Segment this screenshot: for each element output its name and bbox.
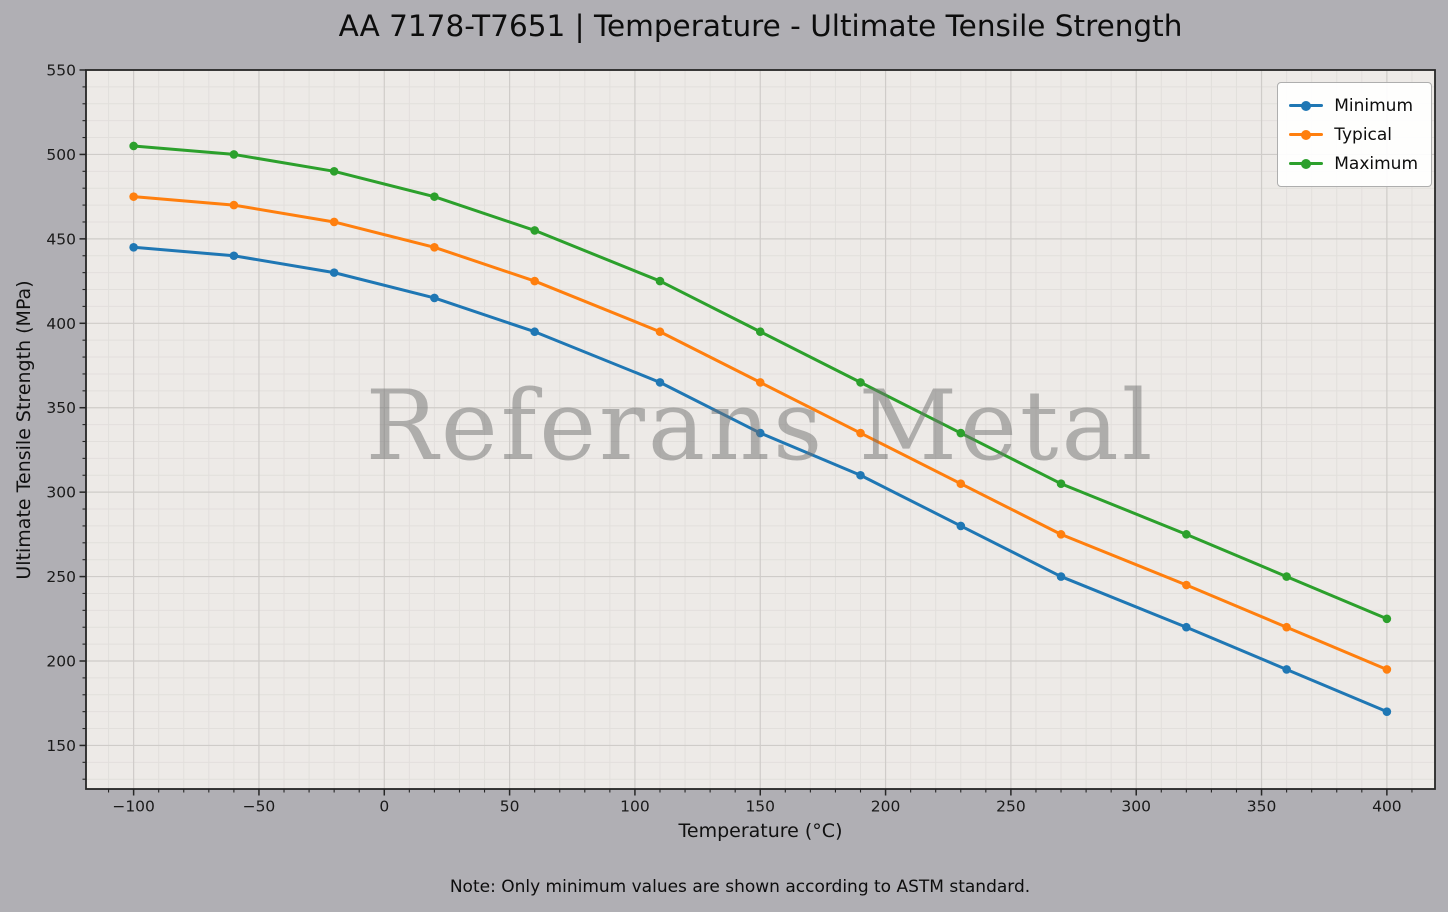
data-point-maximum [755, 327, 765, 337]
legend-label-maximum: Maximum [1334, 153, 1418, 174]
data-point-maximum [1282, 572, 1291, 581]
legend-marker-maximum [1301, 158, 1312, 169]
y-tick-label: 250 [46, 568, 76, 586]
x-tick-label: 50 [500, 798, 520, 816]
data-point-maximum [1182, 530, 1191, 539]
data-point-minimum [129, 243, 138, 252]
data-point-minimum [1182, 622, 1191, 632]
data-point-typical [1282, 622, 1291, 632]
data-point-typical [856, 428, 865, 438]
legend-label-minimum: Minimum [1334, 95, 1414, 116]
data-point-typical [655, 327, 665, 337]
data-point-typical [1056, 530, 1066, 539]
data-point-typical [530, 276, 539, 286]
data-point-maximum [229, 150, 239, 159]
footnote: Note: Only minimum values are shown acco… [449, 877, 1031, 897]
legend-label-typical: Typical [1334, 124, 1393, 145]
data-point-maximum [530, 226, 539, 235]
x-axis-label: Temperature (°C) [678, 820, 843, 842]
x-tick-label: 250 [996, 798, 1026, 816]
y-tick-label: 350 [46, 399, 76, 417]
y-tick-label: 150 [46, 737, 76, 755]
y-tick-label: 550 [46, 62, 76, 80]
data-point-minimum [329, 268, 339, 277]
data-point-minimum [856, 470, 865, 480]
x-tick-label: 100 [620, 798, 650, 816]
data-point-maximum [856, 378, 865, 387]
data-point-minimum [1382, 707, 1392, 716]
legend-line-sample-typical [1289, 129, 1324, 140]
data-point-typical [430, 243, 439, 252]
x-tick-label: 350 [1247, 798, 1277, 816]
data-point-maximum [655, 276, 665, 286]
data-point-maximum [430, 192, 439, 201]
data-point-minimum [956, 521, 966, 531]
data-point-typical [1182, 580, 1191, 590]
legend-marker-minimum [1301, 100, 1312, 111]
y-tick-label: 200 [46, 653, 76, 671]
data-point-minimum [1056, 572, 1066, 581]
data-point-maximum [1056, 479, 1066, 489]
data-point-minimum [1282, 665, 1291, 674]
x-tick-label: 200 [871, 798, 901, 816]
x-tick-label: −100 [112, 798, 155, 816]
x-tick-label: 0 [379, 798, 389, 816]
data-point-typical [129, 192, 138, 201]
y-tick-label: 400 [46, 315, 76, 333]
legend-marker-typical [1301, 129, 1312, 140]
data-point-maximum [129, 141, 138, 151]
x-tick-label: 300 [1121, 798, 1151, 816]
data-point-maximum [329, 167, 339, 176]
legend-item-maximum: Maximum [1289, 149, 1418, 178]
x-tick-label: 400 [1372, 798, 1402, 816]
data-point-minimum [655, 378, 665, 387]
data-point-typical [329, 217, 339, 227]
y-tick-label: 450 [46, 230, 76, 248]
data-point-typical [229, 200, 239, 210]
x-tick-label: 150 [745, 798, 775, 816]
data-point-typical [956, 479, 966, 489]
data-point-minimum [229, 251, 239, 261]
data-point-maximum [956, 428, 966, 438]
data-point-typical [1382, 665, 1392, 674]
data-point-minimum [430, 293, 439, 303]
data-point-minimum [755, 428, 765, 438]
y-tick-label: 300 [46, 484, 76, 502]
legend-item-minimum: Minimum [1289, 91, 1418, 120]
data-point-maximum [1382, 614, 1392, 624]
data-point-typical [755, 378, 765, 387]
chart-title: AA 7178-T7651 | Temperature - Ultimate T… [338, 9, 1183, 43]
x-tick-label: −50 [243, 798, 276, 816]
y-tick-label: 500 [46, 146, 76, 164]
legend-line-sample-minimum [1289, 100, 1324, 111]
legend-line-sample-maximum [1289, 158, 1324, 169]
legend: Minimum Typical Maximum [1277, 82, 1432, 187]
legend-item-typical: Typical [1289, 120, 1418, 149]
data-point-minimum [530, 327, 539, 337]
